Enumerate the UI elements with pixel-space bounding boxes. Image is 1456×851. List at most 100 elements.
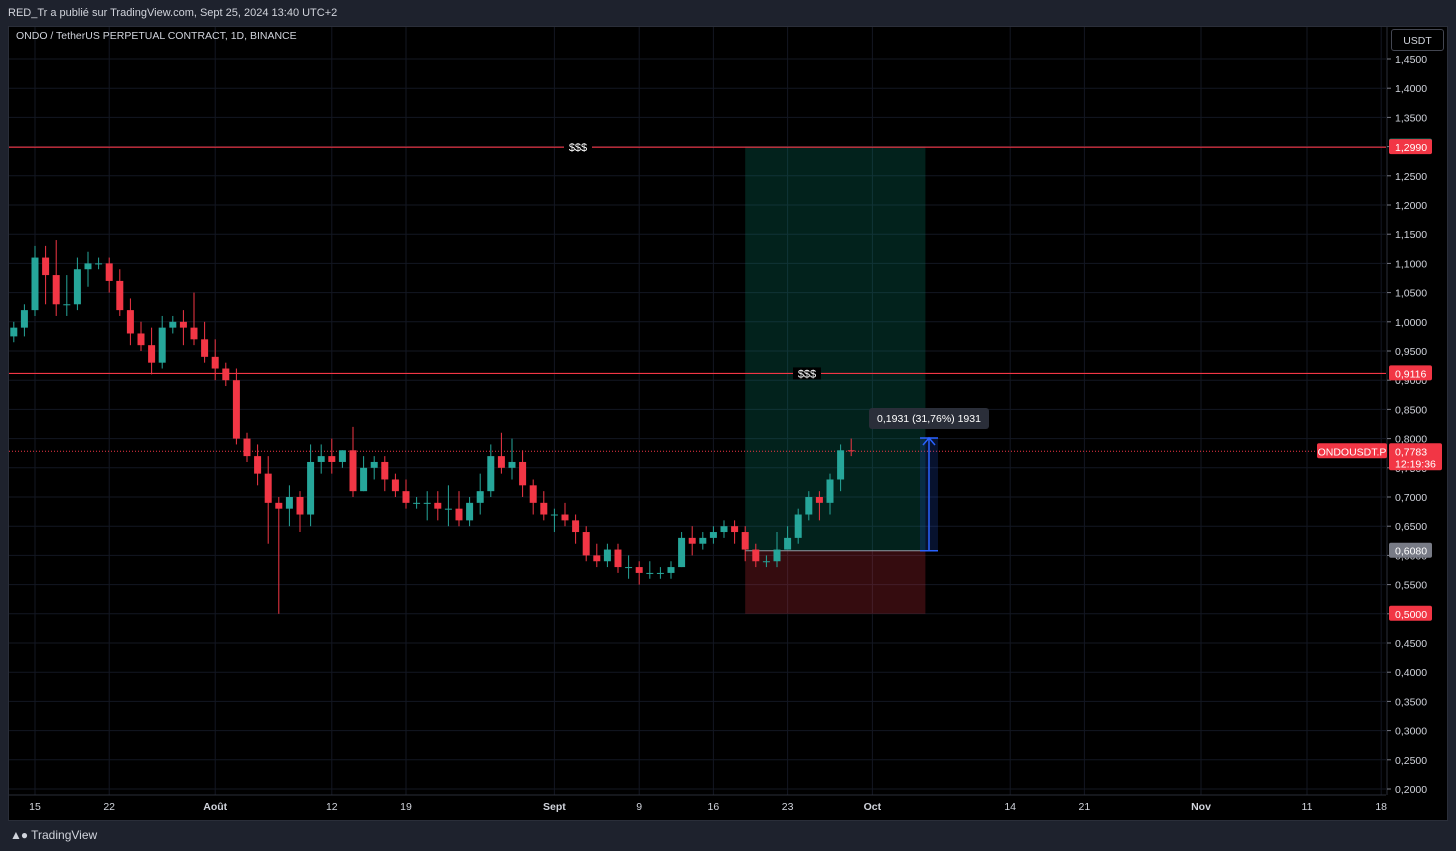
candle-body (211, 356, 219, 369)
price-tick-label: 1,0000 (1395, 317, 1427, 329)
candle-body (423, 502, 431, 504)
candle-body (688, 537, 696, 544)
candle-body (254, 456, 262, 474)
level-price-tag-bg (1389, 365, 1432, 381)
candle-body (285, 497, 293, 509)
candle-body (497, 456, 505, 468)
candle-body (466, 502, 474, 521)
tradingview-logo-icon: ▲● (10, 828, 28, 842)
candle-body (338, 450, 346, 462)
candle-body (635, 567, 643, 573)
time-tick-label: 15 (29, 801, 41, 813)
candle-body (275, 502, 283, 509)
candle-body (148, 345, 156, 363)
time-tick-label: Oct (864, 801, 882, 813)
level-label-bg (793, 367, 821, 380)
price-tick-label: 1,2000 (1395, 200, 1427, 212)
footer-bar: ▲● TradingView (0, 821, 1456, 851)
candle-body (84, 263, 92, 270)
candle-body (582, 532, 590, 556)
level-price-tag: 1,2990 (1395, 142, 1427, 154)
candle-body (402, 491, 410, 503)
level-label-bg (564, 141, 592, 154)
level-label: $$$ (569, 142, 587, 154)
time-tick-label: 14 (1004, 801, 1016, 813)
candle-body (42, 257, 50, 276)
price-tick-label: 0,8500 (1395, 404, 1427, 416)
candle-body (603, 549, 611, 562)
candle-body (794, 514, 802, 538)
price-tick-label: 0,2500 (1395, 755, 1427, 767)
candle-body (519, 461, 527, 486)
level-price-tag: 0,9116 (1395, 368, 1426, 380)
candle-body (328, 456, 336, 462)
candle-body (529, 485, 537, 503)
candle-body (158, 327, 166, 363)
current-price-countdown: 12:19:36 (1395, 458, 1436, 470)
symbol-tag: ONDOUSDT.P (1318, 446, 1387, 458)
candle-body (63, 304, 71, 306)
level-price-tag-bg (1389, 139, 1432, 155)
currency-button[interactable]: USDT (1391, 29, 1444, 51)
chart-title[interactable]: ONDO / TetherUS PERPETUAL CONTRACT, 1D, … (16, 30, 297, 42)
time-tick-label: 16 (708, 801, 720, 813)
price-tick-label: 0,8000 (1395, 434, 1427, 446)
time-tick-label: 19 (400, 801, 412, 813)
tradingview-brand: TradingView (31, 828, 98, 842)
candle-body (52, 275, 60, 305)
time-tick-label: 11 (1302, 801, 1313, 813)
time-tick-label: 9 (636, 801, 642, 813)
symbol-tag-bg (1317, 443, 1387, 459)
candle-body (709, 532, 717, 538)
candle-body (847, 450, 855, 452)
candle-body (296, 497, 304, 515)
candle-body (656, 572, 664, 574)
candle-body (264, 473, 272, 503)
time-tick-label: Sept (543, 801, 566, 813)
candle-body (455, 508, 463, 521)
candle-body (31, 257, 39, 311)
price-tick-label: 0,5500 (1395, 580, 1427, 592)
candle-body (391, 479, 399, 492)
candle-body (762, 561, 770, 563)
time-tick-label: 23 (782, 801, 794, 813)
candle-body (699, 537, 707, 544)
time-tick-label: 12 (326, 801, 338, 813)
candle-body (232, 380, 240, 439)
tradingview-logo[interactable]: ▲● TradingView (10, 828, 97, 842)
price-tick-label: 0,2000 (1395, 784, 1427, 796)
time-axis: 15 22 Août 12 19 Sept 9 16 23 Oct 14 21 Nov 11 18 (29, 801, 1387, 813)
candle-body (805, 497, 813, 515)
chart-frame[interactable] (8, 26, 1448, 821)
price-tick-label: 1,4500 (1395, 54, 1427, 66)
candle-body (349, 450, 357, 492)
price-tick-label: 0,3000 (1395, 726, 1427, 738)
price-tick-label: 1,1000 (1395, 258, 1427, 270)
candle-body (678, 537, 686, 568)
candle-body (444, 508, 452, 510)
candle-body (307, 461, 315, 515)
candle-body (10, 327, 18, 337)
time-tick-label: Nov (1191, 801, 1211, 813)
measure-label: 0,1931 (31,76%) 1931 (877, 413, 981, 425)
candle-body (646, 572, 654, 574)
candle-body (222, 368, 230, 381)
candle-body (370, 461, 378, 468)
candle-body (508, 461, 516, 468)
candle-body (381, 461, 389, 480)
level-label: $$$ (798, 368, 816, 380)
candles (10, 240, 855, 614)
position-loss-zone (745, 550, 926, 614)
candle-body (741, 532, 749, 550)
price-tick-label: 1,4000 (1395, 83, 1427, 95)
price-tick-label: 1,2500 (1395, 171, 1427, 183)
time-tick-label: Août (203, 801, 227, 813)
position-profit-zone (745, 146, 926, 551)
candle-body (561, 514, 569, 521)
price-axis: 0,2000 0,2500 0,3000 0,3500 0,4000 0,4500 0,50… (1387, 54, 1427, 796)
candle-body (360, 467, 368, 492)
candle-body (667, 567, 675, 573)
candle-body (720, 526, 728, 533)
candle-body (826, 479, 834, 503)
